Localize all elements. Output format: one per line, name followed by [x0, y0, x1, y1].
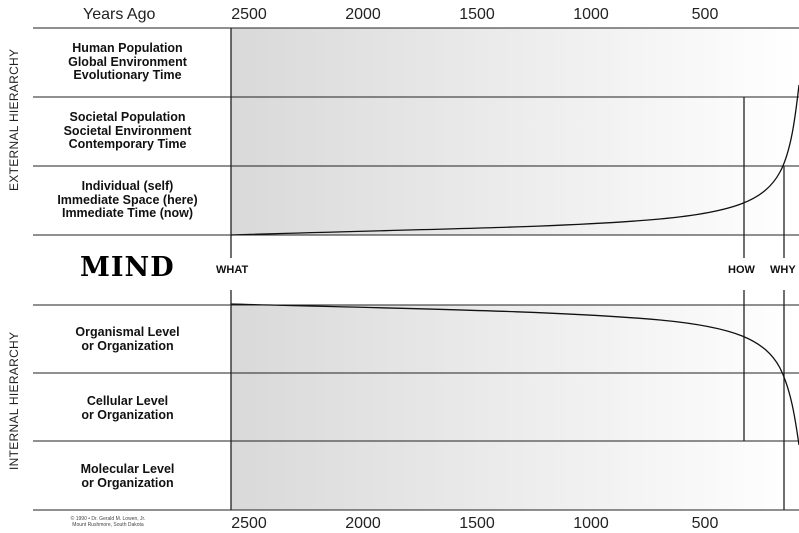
bottom-axis-tick-1000: 1000 — [573, 515, 609, 532]
external-shaded-panel — [231, 28, 799, 235]
row-line: or Organization — [81, 338, 174, 353]
row-line: or Organization — [81, 407, 174, 422]
internal-row-molecular: Molecular Level or Organization — [30, 462, 225, 490]
row-line: Societal Environment — [63, 123, 192, 138]
what-marker: WHAT — [216, 264, 249, 276]
timeline-axis-lines — [230, 28, 785, 510]
row-line: Contemporary Time — [68, 137, 187, 151]
bottom-axis-tick-2000: 2000 — [345, 515, 381, 532]
row-line: Organismal Level — [75, 325, 180, 339]
row-line: Immediate Space (here) — [57, 192, 198, 207]
top-axis-title: Years Ago — [83, 6, 156, 23]
mind-title: MIND — [80, 252, 175, 283]
bottom-axis-tick-1500: 1500 — [459, 515, 495, 532]
copyright-notice: © 1990 • Dr. Gerald M. Lowen, Jr. Mount … — [28, 516, 188, 528]
row-line: Molecular Level — [80, 462, 175, 476]
why-marker: WHY — [770, 264, 796, 276]
bottom-axis-tick-500: 500 — [691, 515, 719, 532]
row-line: Human Population — [72, 41, 183, 55]
row-line: or Organization — [81, 475, 174, 490]
copyright-line: Mount Rushmore, South Dakota — [72, 522, 144, 528]
how-marker: HOW — [728, 264, 755, 276]
row-line: Individual (self) — [81, 179, 174, 193]
external-row-individual: Individual (self) Immediate Space (here)… — [30, 179, 225, 221]
row-line: Global Environment — [68, 54, 187, 69]
internal-hierarchy-label: INTERNAL HIERARCHY — [7, 331, 21, 470]
row-line: Evolutionary Time — [73, 68, 182, 82]
top-axis-tick-500: 500 — [691, 6, 719, 23]
external-hierarchy-label: EXTERNAL HIERARCHY — [7, 48, 21, 191]
internal-growth-curve — [230, 303, 799, 446]
internal-row-dividers — [33, 304, 799, 511]
external-row-societal: Societal Population Societal Environment… — [30, 110, 225, 152]
row-line: Cellular Level — [86, 394, 169, 408]
internal-row-cellular: Cellular Level or Organization — [30, 394, 225, 422]
top-axis-tick-1000: 1000 — [573, 6, 609, 23]
internal-shaded-panel — [231, 305, 799, 510]
external-growth-curve — [230, 84, 799, 236]
row-line: Societal Population — [69, 110, 186, 124]
copyright-line: © 1990 • Dr. Gerald M. Lowen, Jr. — [70, 516, 146, 522]
external-row-dividers — [33, 27, 799, 236]
top-axis-tick-2500: 2500 — [231, 6, 267, 23]
top-axis-tick-2000: 2000 — [345, 6, 381, 23]
external-row-global: Human Population Global Environment Evol… — [30, 41, 225, 83]
bottom-axis-tick-2500: 2500 — [231, 515, 267, 532]
row-line: Immediate Time (now) — [61, 206, 194, 220]
internal-row-organismal: Organismal Level or Organization — [30, 325, 225, 353]
top-axis-tick-1500: 1500 — [459, 6, 495, 23]
